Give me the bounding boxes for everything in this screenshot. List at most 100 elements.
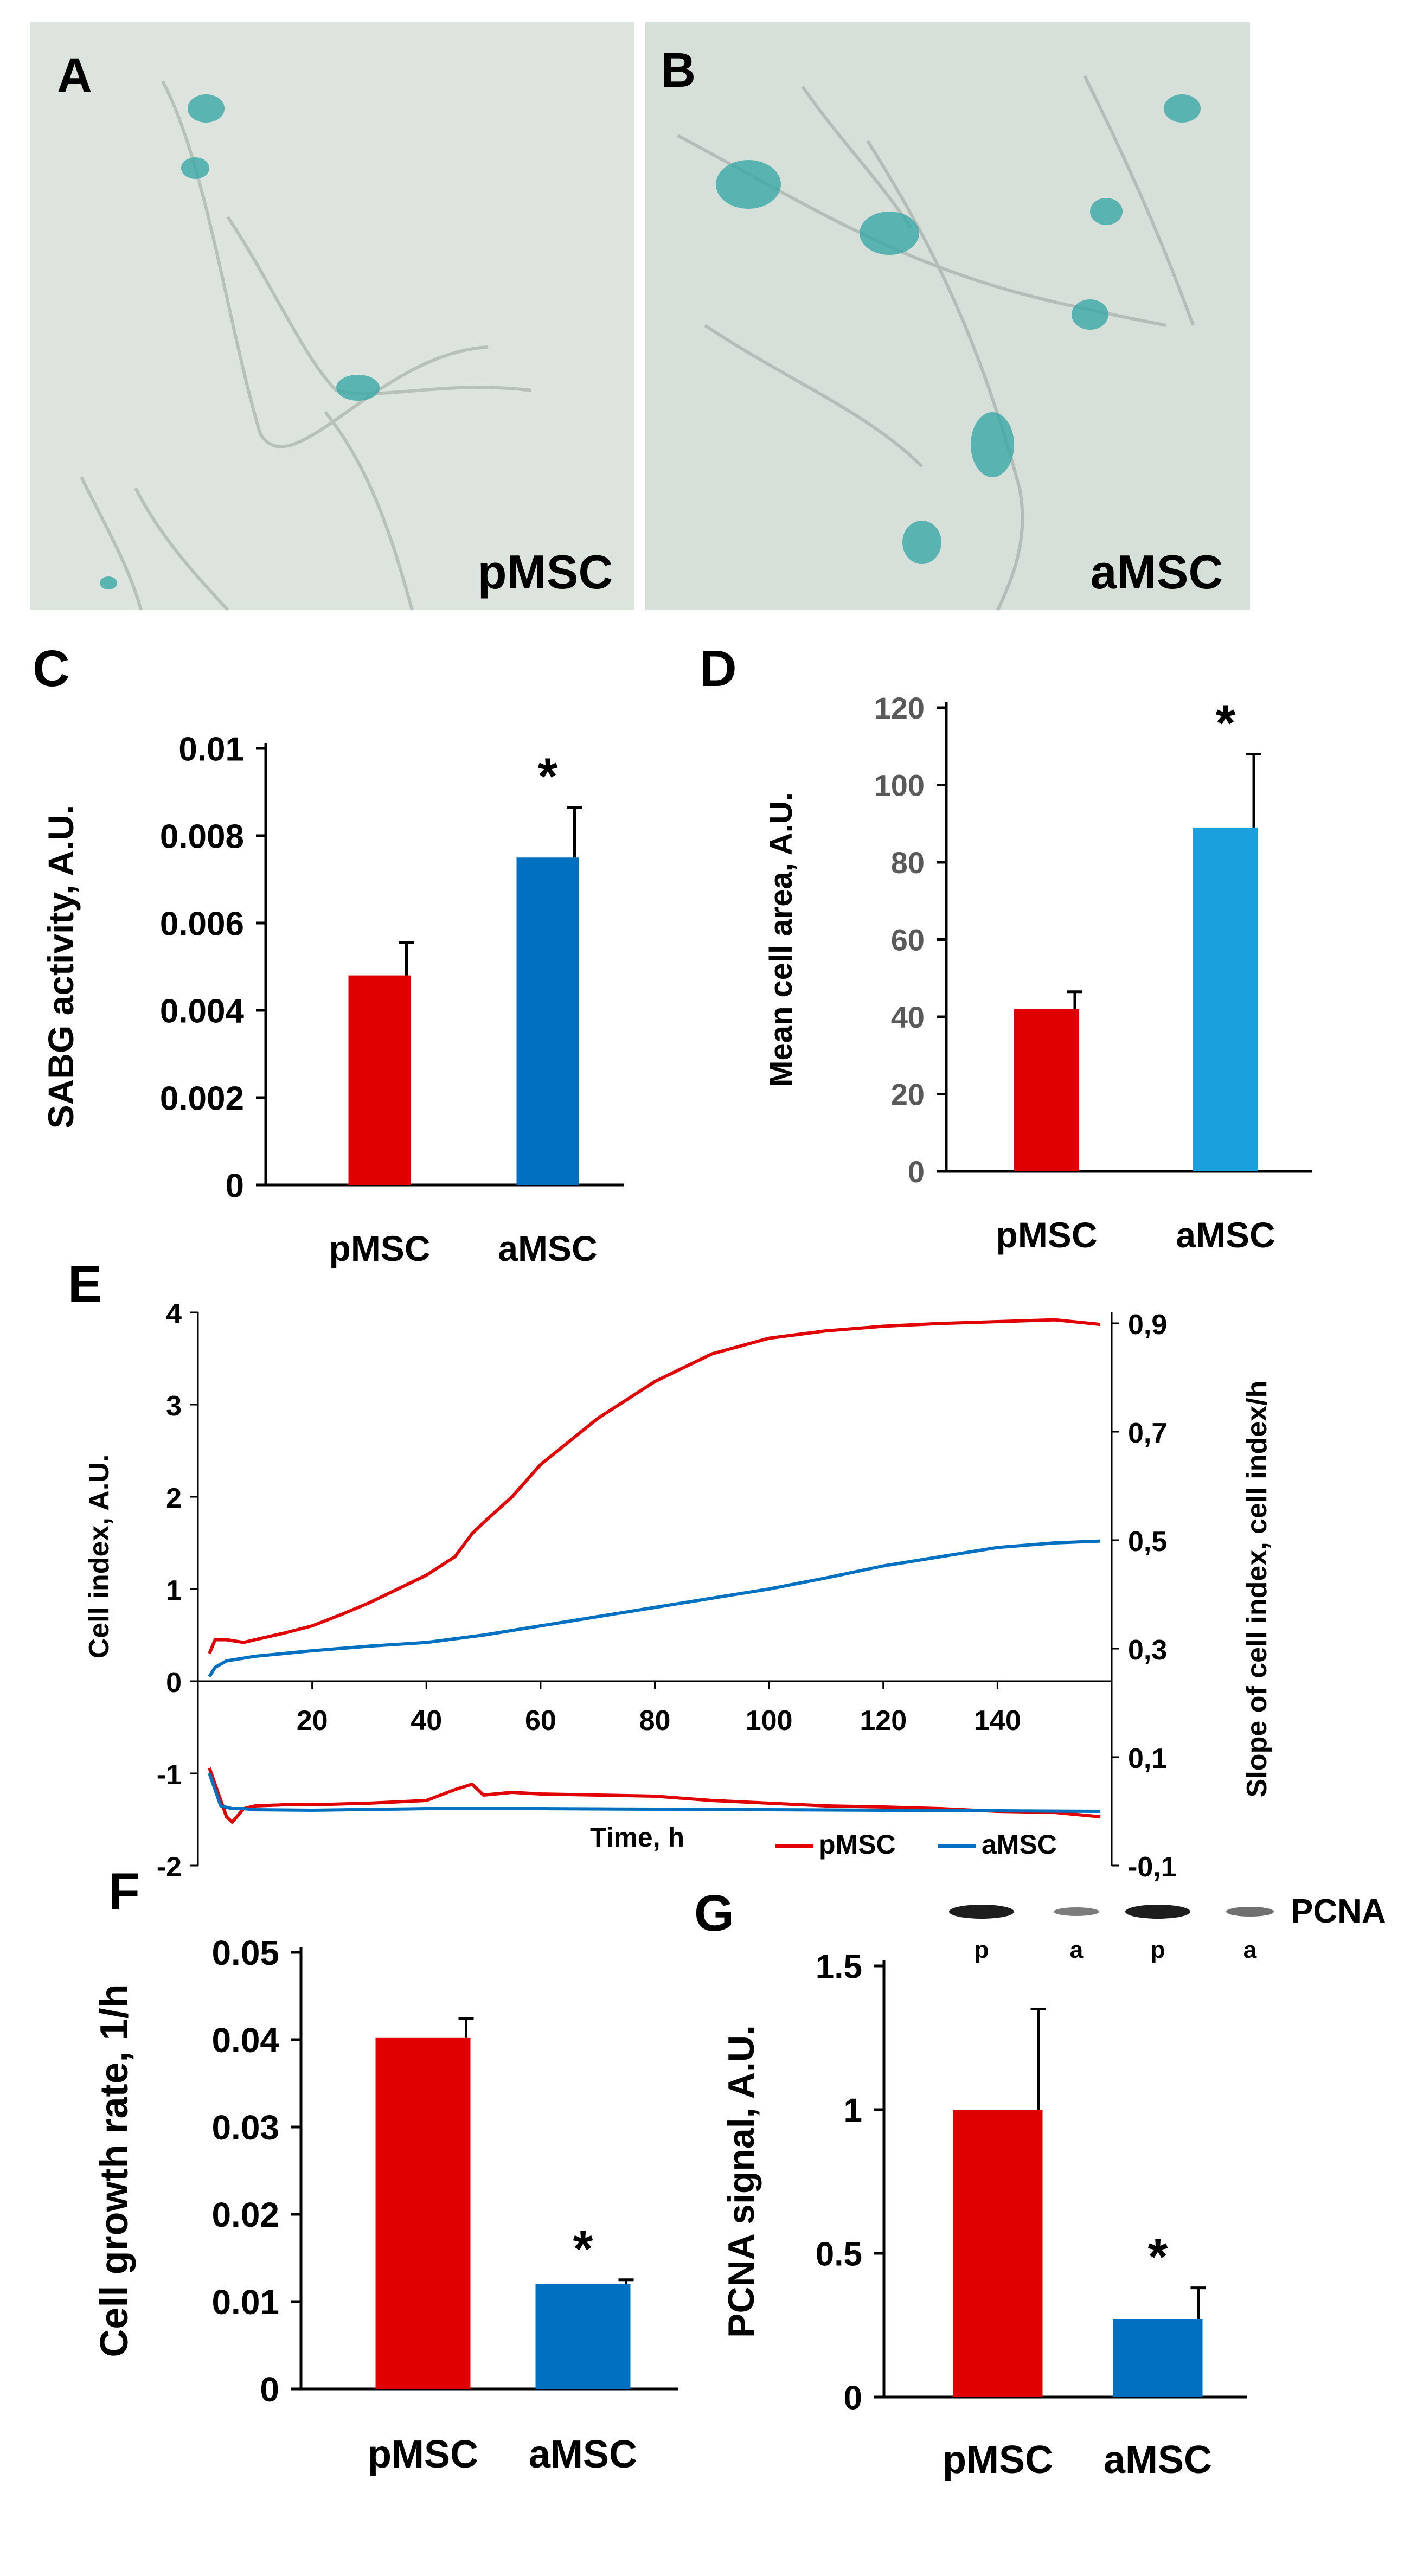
micrograph-a xyxy=(30,22,634,610)
panel-d-letter: D xyxy=(700,640,737,697)
chart-c-y-tick-label: 0 xyxy=(226,1167,244,1204)
chart-g-y-tick-label: 0 xyxy=(844,2379,862,2417)
chart-f-category-label: aMSC xyxy=(529,2433,637,2476)
panel-b: B aMSC xyxy=(645,22,1250,611)
chart-g-y-tick-label: 1.5 xyxy=(816,1948,862,1985)
panel-a-caption: pMSC xyxy=(478,545,613,599)
panel-e-letter: E xyxy=(68,1255,102,1313)
chart-c-y-tick-label: 0.008 xyxy=(160,818,244,855)
chart-d-bar-pmsc xyxy=(1014,1009,1079,1171)
chart-e-x-tick-label: 140 xyxy=(974,1705,1021,1736)
chart-f-bar-pmsc xyxy=(375,2037,471,2389)
chart-e-left-y-label: Cell index, A.U. xyxy=(84,1454,115,1659)
panel-b-caption: aMSC xyxy=(1091,545,1223,599)
chart-f-y-tick-label: 0.02 xyxy=(211,2195,279,2234)
blot-label: PCNA xyxy=(1291,1893,1386,1930)
chart-c-bar-pmsc xyxy=(348,975,411,1185)
chart-d-y-tick-label: 80 xyxy=(891,845,925,880)
chart-d-y-tick-label: 120 xyxy=(874,691,925,725)
chart-e-x-tick-label: 40 xyxy=(411,1705,442,1736)
chart-e-x-tick-label: 100 xyxy=(746,1705,793,1736)
blot-band xyxy=(949,1905,1014,1919)
chart-f-bar-amsc xyxy=(535,2284,631,2389)
chart-e-cell-index: 4 3 2 1 0 -1 -2 0,9 0,7 0,5 0,3 0,1 -0,1 20 40 60 80 100 1… xyxy=(84,1298,1273,1883)
chart-f-y-tick-label: 0.01 xyxy=(211,2283,279,2322)
chart-e-right-tick-label: -0,1 xyxy=(1128,1851,1177,1883)
chart-c-category-label: aMSC xyxy=(498,1228,597,1268)
chart-e-left-tick-label: -1 xyxy=(157,1759,182,1791)
chart-e-left-tick-label: -2 xyxy=(157,1851,182,1883)
chart-e-left-tick-label: 3 xyxy=(166,1390,182,1422)
chart-e-series-pmsc-slope xyxy=(208,1767,1101,1824)
chart-c-sabg: 0.01 0.008 0.006 0.004 0.002 0 SABG activity, … xyxy=(41,730,624,1268)
chart-d-significance-mark: * xyxy=(1216,695,1236,752)
panel-a-letter: A xyxy=(57,49,92,103)
chart-c-category-label: pMSC xyxy=(329,1228,431,1268)
chart-f-y-tick-label: 0.05 xyxy=(211,1933,279,1972)
chart-d-y-tick-label: 20 xyxy=(891,1078,925,1112)
chart-e-right-tick-label: 0,5 xyxy=(1128,1526,1167,1558)
chart-d-y-tick-label: 40 xyxy=(891,1000,925,1034)
chart-c-bar-amsc xyxy=(516,857,579,1185)
chart-e-left-tick-label: 0 xyxy=(166,1667,182,1699)
chart-d-y-tick-label: 0 xyxy=(908,1155,925,1189)
chart-f-y-tick-label: 0 xyxy=(260,2370,279,2409)
chart-d-y-tick-label: 60 xyxy=(891,923,925,957)
chart-f-y-label: Cell growth rate, 1/h xyxy=(93,1984,136,2357)
chart-e-series-amsc xyxy=(208,1539,1101,1678)
chart-g-pcna: 1.5 1 0.5 0 PCNA signal, A.U. pMSC aMSC * p a p a PC… xyxy=(721,1893,1386,2482)
chart-f-category-label: pMSC xyxy=(368,2433,478,2476)
chart-e-left-tick-label: 2 xyxy=(166,1483,182,1514)
chart-g-y-label: PCNA signal, A.U. xyxy=(721,2025,762,2338)
chart-c-y-tick-label: 0.01 xyxy=(178,730,244,768)
blot-lane-label: a xyxy=(1070,1937,1084,1963)
chart-e-x-tick-label: 80 xyxy=(639,1705,671,1736)
chart-e-x-label: Time, h xyxy=(590,1822,684,1853)
chart-d-y-label: Mean cell area, A.U. xyxy=(764,792,799,1087)
chart-c-y-tick-label: 0.002 xyxy=(160,1080,244,1117)
chart-e-right-tick-label: 0,3 xyxy=(1128,1635,1167,1666)
blot-lane-label: p xyxy=(975,1937,989,1963)
panel-f-letter: F xyxy=(108,1863,140,1920)
chart-f-growth-rate: 0.05 0.04 0.03 0.02 0.01 0 Cell growth rate, 1… xyxy=(93,1933,678,2476)
chart-e-x-tick-label: 120 xyxy=(860,1705,907,1736)
panel-c-letter: C xyxy=(33,640,70,697)
chart-c-y-tick-label: 0.006 xyxy=(160,905,244,943)
chart-c-y-label: SABG activity, A.U. xyxy=(41,805,81,1129)
chart-e-right-y-label: Slope of cell index, cell index/h xyxy=(1241,1381,1273,1798)
chart-d-cell-area: 120 100 80 60 40 20 0 Mean cell area, A.U. pMSC a… xyxy=(764,691,1312,1255)
chart-g-y-tick-label: 0.5 xyxy=(816,2235,862,2273)
chart-g-category-label: pMSC xyxy=(943,2438,1053,2482)
chart-d-y-tick-label: 100 xyxy=(874,768,925,803)
chart-e-series-amsc-slope xyxy=(208,1773,1100,1813)
micrograph-b xyxy=(645,22,1250,610)
chart-e-right-tick-label: 0,1 xyxy=(1128,1743,1167,1774)
chart-g-bar-amsc xyxy=(1113,2319,1203,2397)
blot-lane-label: a xyxy=(1243,1937,1257,1963)
chart-g-y-tick-label: 1 xyxy=(844,2092,862,2129)
chart-g-category-label: aMSC xyxy=(1104,2438,1212,2482)
chart-d-bar-amsc xyxy=(1193,827,1258,1171)
chart-f-y-tick-label: 0.03 xyxy=(211,2108,279,2147)
chart-e-left-tick-label: 1 xyxy=(166,1575,182,1606)
chart-d-category-label: aMSC xyxy=(1176,1215,1275,1255)
chart-g-bar-pmsc xyxy=(953,2110,1043,2397)
chart-e-legend-label-pmsc: pMSC xyxy=(819,1829,896,1860)
chart-c-y-tick-label: 0.004 xyxy=(160,992,245,1030)
chart-e-series-pmsc xyxy=(208,1318,1101,1655)
blot-band xyxy=(1054,1907,1099,1916)
chart-e-left-tick-label: 4 xyxy=(166,1298,182,1330)
chart-f-y-tick-label: 0.04 xyxy=(211,2021,279,2060)
blot-lane-label: p xyxy=(1151,1937,1165,1963)
chart-d-category-label: pMSC xyxy=(996,1215,1098,1255)
blot-band xyxy=(1226,1907,1274,1917)
chart-e-right-tick-label: 0,7 xyxy=(1128,1418,1167,1449)
panel-a: A pMSC xyxy=(30,22,634,611)
panel-g-letter: G xyxy=(694,1885,734,1942)
chart-e-right-tick-label: 0,9 xyxy=(1128,1309,1167,1341)
chart-e-legend-label-amsc: aMSC xyxy=(982,1829,1057,1860)
blot-band xyxy=(1125,1905,1190,1919)
panel-b-letter: B xyxy=(661,43,696,98)
chart-c-significance-mark: * xyxy=(538,748,558,805)
